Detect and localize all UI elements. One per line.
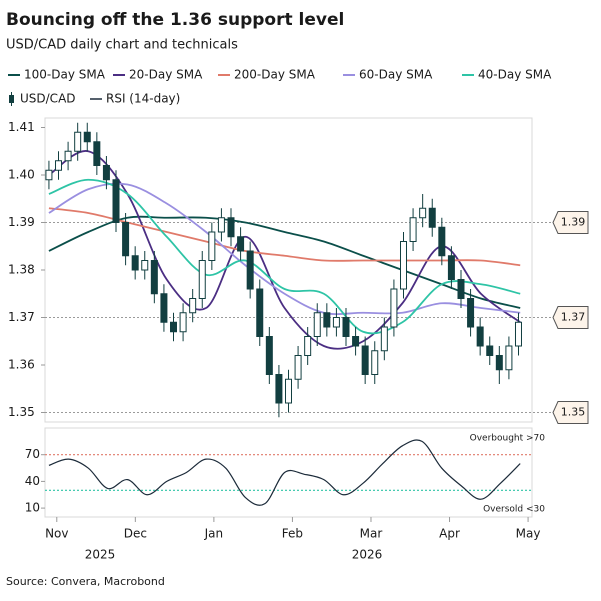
candle-body <box>74 131 82 152</box>
y-tick-label: 10 <box>25 501 40 515</box>
level-label: 1.39 <box>561 216 586 229</box>
legend-label: 60-Day SMA <box>359 68 433 82</box>
line-series <box>48 439 521 506</box>
candle-body <box>122 222 130 257</box>
candle-body <box>141 260 149 271</box>
candle-body <box>93 141 101 166</box>
y-tick-label: 1.38 <box>8 263 35 277</box>
candle-body <box>208 231 216 261</box>
candle-body <box>227 217 235 238</box>
line-series <box>48 178 521 335</box>
candle-body <box>217 217 225 233</box>
candle-body <box>256 288 264 337</box>
candle-body <box>189 298 197 314</box>
x-tick-label: Apr <box>439 527 460 541</box>
candle-body <box>323 312 331 328</box>
line-series <box>48 150 521 350</box>
candle-body <box>83 131 91 143</box>
candle-body <box>265 336 273 375</box>
candle-body <box>342 317 350 337</box>
candle-body <box>45 169 53 181</box>
candle-body <box>390 288 398 328</box>
source-note: Source: Convera, Macrobond <box>6 575 165 588</box>
candle-body <box>457 279 465 299</box>
candle-body <box>380 326 388 352</box>
legend-label: 40-Day SMA <box>478 68 552 82</box>
candle-body <box>170 321 178 333</box>
candle-body <box>352 336 360 347</box>
candle-body <box>447 255 455 280</box>
legend-label: 200-Day SMA <box>234 68 316 82</box>
candle-body <box>428 207 436 228</box>
candle-body <box>371 350 379 375</box>
candle-body <box>294 355 302 380</box>
candle-body <box>198 260 206 299</box>
candle-body <box>505 345 513 371</box>
candle-body <box>246 250 254 290</box>
y-tick-label: 1.40 <box>8 168 35 182</box>
line-series <box>48 182 521 316</box>
candle-body <box>514 321 522 347</box>
candle-body <box>160 293 168 323</box>
candle-body <box>285 378 292 404</box>
candle-body <box>237 236 245 252</box>
candle-body <box>486 345 494 356</box>
level-label: 1.35 <box>561 406 586 419</box>
x-tick-label: Dec <box>124 527 147 541</box>
candle-body <box>476 326 484 347</box>
candle-body <box>275 374 283 404</box>
threshold-label: Overbought >70 <box>470 434 546 444</box>
y-tick-label: 40 <box>25 474 40 488</box>
candle-body <box>399 241 407 290</box>
candle-body <box>361 345 369 375</box>
legend-label: USD/CAD <box>20 92 76 106</box>
year-label: 2025 <box>85 548 116 562</box>
y-tick-label: 1.36 <box>8 358 35 372</box>
candle-body <box>112 179 120 223</box>
threshold-label: Oversold <30 <box>483 505 545 515</box>
candle-body <box>150 260 158 295</box>
y-tick-label: 1.39 <box>8 215 35 229</box>
candle-body <box>332 317 340 328</box>
candle-body <box>409 217 417 242</box>
chart-title: Bouncing off the 1.36 support level <box>6 10 344 30</box>
level-box <box>552 211 589 234</box>
year-label: 2026 <box>352 548 383 562</box>
x-tick-label: Nov <box>45 527 68 541</box>
legend-label: 100-Day SMA <box>24 68 106 82</box>
plot-frame <box>44 427 533 518</box>
legend-label: 20-Day SMA <box>129 68 203 82</box>
legend-label: RSI (14-day) <box>106 92 180 106</box>
candle-body <box>304 336 312 356</box>
candle-body <box>102 165 110 181</box>
y-tick-label: 1.41 <box>8 120 35 134</box>
x-tick-label: Feb <box>282 527 303 541</box>
x-tick-label: Mar <box>360 527 383 541</box>
x-tick-label: May <box>516 527 541 541</box>
candle-body <box>495 355 503 371</box>
y-tick-label: 70 <box>25 447 40 461</box>
level-box <box>552 306 589 329</box>
y-tick-label: 1.37 <box>8 310 35 324</box>
candle-body <box>419 207 427 219</box>
candle-body <box>438 226 446 257</box>
candle-body <box>313 312 321 337</box>
level-label: 1.37 <box>561 311 586 324</box>
candle-body <box>55 160 63 171</box>
y-tick-label: 1.35 <box>8 405 35 419</box>
chart-subtitle: USD/CAD daily chart and technicals <box>6 38 238 53</box>
candle-body <box>179 312 187 333</box>
candle-body <box>64 150 72 162</box>
x-tick-label: Jan <box>204 527 224 541</box>
candle-body <box>131 255 139 271</box>
level-box <box>552 401 589 424</box>
candle-body <box>467 298 475 328</box>
